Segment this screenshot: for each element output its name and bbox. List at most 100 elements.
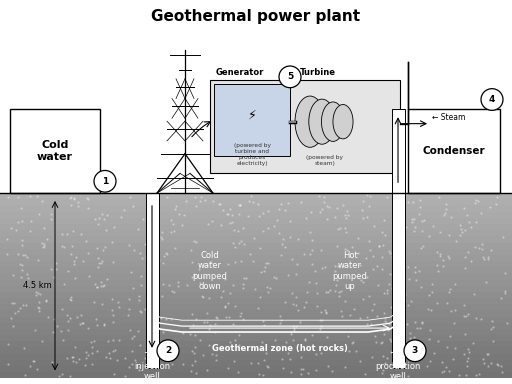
Point (460, 204, 468, 210)
Text: ⚡: ⚡ (248, 108, 257, 121)
Point (434, 268, 442, 274)
Point (303, 289, 311, 295)
Point (171, 206, 179, 212)
Point (281, 207, 289, 214)
Point (259, 210, 267, 216)
Point (355, 315, 364, 321)
Point (289, 323, 297, 329)
Point (141, 241, 149, 247)
Point (158, 280, 166, 286)
Point (273, 217, 281, 223)
Point (234, 228, 243, 234)
Point (63, 231, 71, 237)
Point (203, 319, 211, 326)
Point (465, 349, 473, 355)
Point (482, 279, 490, 285)
Point (333, 276, 342, 283)
Point (22, 283, 30, 289)
Point (452, 238, 460, 244)
Point (16, 305, 24, 311)
Point (366, 193, 374, 199)
Point (222, 211, 230, 217)
Point (228, 212, 237, 218)
Point (465, 219, 473, 225)
Point (478, 241, 486, 247)
Bar (210, 80, 400, 174)
Point (387, 250, 395, 256)
Point (236, 202, 244, 208)
Bar (0, 310, 512, 316)
Point (373, 313, 381, 319)
Point (84, 195, 93, 202)
Point (236, 313, 244, 319)
Point (385, 248, 393, 254)
Point (289, 325, 297, 331)
Point (239, 285, 247, 291)
Point (70, 261, 78, 267)
Point (126, 194, 134, 200)
Point (334, 262, 342, 268)
Point (49, 329, 57, 335)
Point (240, 241, 248, 247)
Point (443, 344, 451, 350)
Point (121, 372, 130, 379)
Point (322, 309, 330, 315)
Point (411, 263, 419, 270)
Point (455, 372, 463, 378)
Point (317, 323, 325, 329)
Point (277, 201, 285, 207)
Point (115, 337, 123, 343)
Point (225, 290, 233, 296)
Point (99, 247, 108, 253)
Text: 1: 1 (102, 177, 108, 186)
Point (445, 255, 453, 262)
Point (42, 281, 50, 287)
Point (148, 329, 156, 336)
Point (260, 268, 268, 275)
Point (38, 240, 46, 247)
Point (4, 341, 12, 348)
Point (353, 250, 361, 256)
Point (152, 231, 160, 237)
Point (499, 234, 507, 240)
Point (239, 316, 247, 322)
Point (411, 269, 419, 275)
Point (113, 357, 121, 363)
Point (229, 321, 238, 327)
Point (399, 230, 407, 236)
Point (434, 338, 442, 344)
Point (3, 252, 11, 258)
Point (365, 293, 373, 299)
Point (380, 290, 388, 296)
Point (108, 296, 116, 302)
Point (440, 368, 448, 374)
Point (91, 216, 99, 222)
Point (109, 319, 117, 325)
Point (97, 260, 105, 266)
Point (389, 285, 397, 291)
Point (87, 339, 95, 345)
Bar (0, 366, 512, 372)
Point (88, 350, 96, 356)
Point (242, 275, 250, 281)
Point (289, 301, 297, 307)
Point (463, 212, 471, 218)
Point (235, 342, 243, 348)
Point (368, 354, 376, 360)
Point (154, 256, 162, 262)
Point (294, 307, 302, 313)
Point (286, 233, 294, 240)
Point (395, 341, 403, 348)
Point (78, 320, 86, 326)
Point (493, 361, 501, 367)
Point (249, 199, 257, 205)
Point (25, 275, 33, 281)
Point (464, 355, 472, 361)
Point (387, 338, 395, 344)
Point (34, 304, 42, 310)
Point (224, 300, 232, 306)
Point (50, 273, 58, 280)
Point (430, 350, 438, 356)
Point (40, 241, 48, 247)
Bar (408, 109, 500, 193)
